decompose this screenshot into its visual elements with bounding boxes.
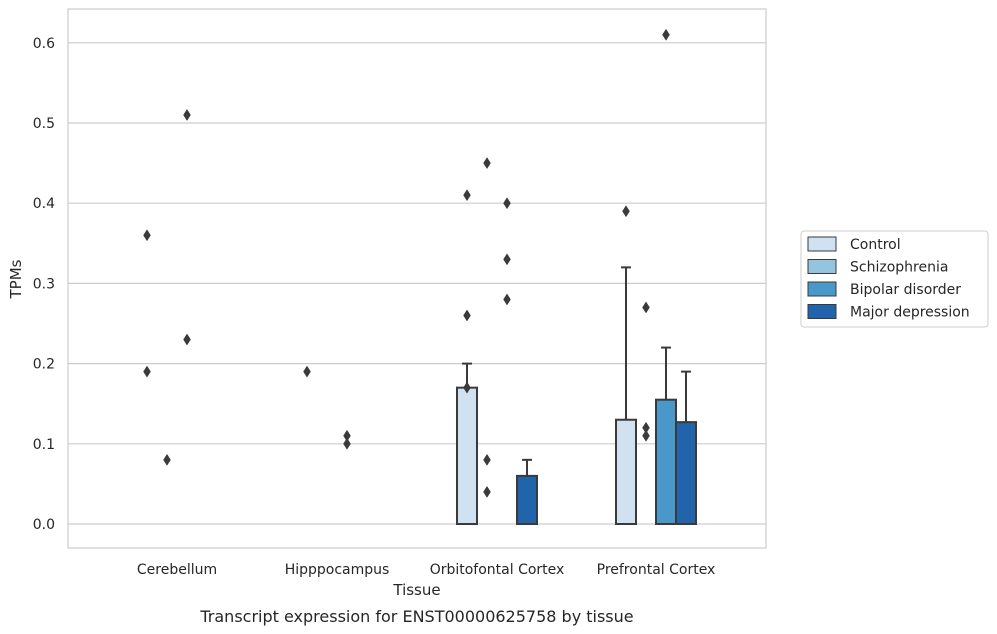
legend: Control Schizophrenia Bipolar disorder Majo… [800, 230, 989, 328]
x-tick-label: Prefrontal Cortex [597, 562, 716, 578]
outlier-point [463, 309, 471, 322]
bars [456, 386, 697, 526]
bar [516, 474, 538, 526]
outlier-point [503, 197, 511, 210]
y-axis-label: TPMs [7, 259, 25, 299]
outlier-point [662, 28, 670, 41]
outlier-point [483, 453, 491, 466]
bar [675, 421, 697, 525]
outlier-point [503, 253, 511, 266]
legend-frame [800, 230, 989, 328]
legend-label: Control [850, 237, 901, 253]
outlier-point [483, 485, 491, 498]
bar [615, 418, 637, 525]
y-tick-label: 0.6 [33, 36, 55, 52]
y-tick-label: 0.1 [33, 437, 55, 453]
bar [456, 386, 478, 525]
outlier-point [183, 333, 191, 346]
outlier-point [622, 205, 630, 218]
x-tick-labels: Cerebellum Hipppocampus Orbitofontal Corte… [137, 562, 715, 578]
outlier-points [143, 28, 670, 498]
x-axis-label: Tissue [392, 581, 440, 599]
gridlines [68, 42, 766, 525]
outlier-point [483, 157, 491, 170]
outlier-point [163, 453, 171, 466]
legend-swatch [807, 236, 837, 252]
y-tick-labels: 0.0 0.1 0.2 0.3 0.4 0.5 0.6 [33, 36, 55, 533]
outlier-point [503, 293, 511, 306]
x-tick-label: Cerebellum [137, 562, 217, 578]
legend-swatch [807, 304, 837, 319]
legend-label: Schizophrenia [850, 260, 948, 276]
outlier-point [143, 229, 151, 242]
outlier-point [463, 189, 471, 202]
outlier-point [303, 365, 311, 378]
y-tick-label: 0.2 [33, 357, 55, 373]
bar [655, 398, 677, 525]
outlier-point [143, 365, 151, 378]
outlier-point [642, 429, 650, 442]
y-tick-label: 0.5 [33, 116, 55, 132]
legend-label: Bipolar disorder [850, 282, 961, 298]
x-tick-label: Orbitofontal Cortex [430, 562, 565, 578]
x-tick-label: Hipppocampus [285, 562, 390, 578]
y-tick-label: 0.0 [33, 517, 55, 533]
outlier-point [183, 109, 191, 121]
outlier-point [642, 301, 650, 314]
legend-label: Major depression [850, 305, 970, 321]
chart-caption: Transcript expression for ENST0000062575… [199, 607, 633, 626]
y-tick-label: 0.3 [33, 276, 55, 292]
error-bars [462, 266, 691, 476]
legend-swatch [807, 259, 837, 274]
outlier-point [463, 381, 471, 394]
legend-swatch [807, 281, 837, 297]
outlier-point [343, 437, 351, 450]
plot-frame [67, 8, 767, 549]
y-tick-label: 0.4 [33, 196, 55, 212]
